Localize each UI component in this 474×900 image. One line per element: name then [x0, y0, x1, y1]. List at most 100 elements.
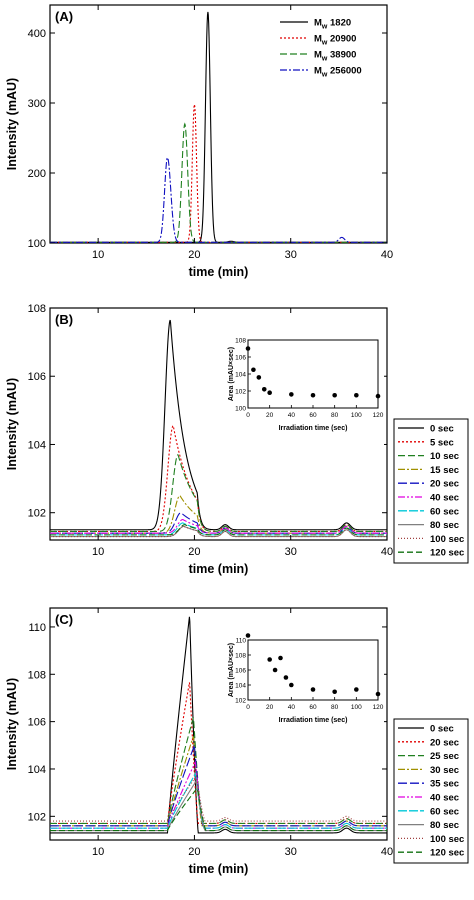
x-tick-label: 40: [381, 546, 393, 558]
legend-entry: 80 sec: [430, 820, 459, 831]
inset-data-point: [251, 367, 256, 373]
inset-data-point: [289, 392, 294, 397]
inset-x-tick-label: 60: [309, 704, 317, 711]
inset-data-point: [310, 392, 316, 398]
x-tick-label: 20: [188, 546, 200, 558]
series-line-0-sec: [50, 319, 387, 531]
inset-data-point: [332, 689, 337, 695]
inset-data-point: [354, 687, 359, 692]
y-tick-label: 106: [28, 717, 46, 729]
series-line-mw-38900: [50, 122, 387, 243]
legend: 0 sec 5 sec 10 sec 15 sec 20 sec 40 sec 60 sec…: [393, 418, 469, 564]
legend-entry: 30 sec: [430, 765, 459, 776]
legend-entry: Mw 38900: [314, 50, 356, 63]
x-tick-label: 30: [285, 249, 297, 261]
inset-x-tick-label: 120: [373, 412, 384, 419]
inset-data-point: [272, 667, 278, 673]
legend-entry: 15 sec: [430, 465, 459, 476]
legend: 0 sec 20 sec 25 sec 30 sec 35 sec 40 sec 60 se…: [393, 718, 469, 864]
x-axis-label: time (min): [189, 862, 249, 876]
series-line-25-sec: [50, 717, 387, 824]
legend-entry: 35 sec: [430, 779, 459, 790]
legend-entry: Mw 256000: [314, 66, 362, 79]
legend-entry: 120 sec: [430, 548, 464, 559]
legend-entry: 40 sec: [430, 793, 459, 804]
inset-chart: 0 20 40 60 80 100 120 100 102 104 106 108 Irradiatio…: [228, 334, 384, 448]
legend-entry: 0 sec: [430, 724, 454, 735]
inset-y-tick-label: 102: [235, 389, 246, 396]
legend-entry: 25 sec: [430, 751, 459, 762]
inset-x-tick-label: 40: [288, 412, 296, 419]
y-tick-label: 300: [28, 98, 46, 110]
legend-entry: 0 sec: [430, 424, 454, 435]
inset-x-tick-label: 40: [288, 704, 296, 711]
y-tick-label: 400: [28, 28, 46, 40]
inset-y-tick-label: 110: [236, 638, 247, 645]
legend-entry: 40 sec: [430, 493, 459, 504]
legend-entry: 60 sec: [430, 506, 459, 517]
panel-label: (B): [55, 312, 73, 327]
inset-data-point: [310, 687, 316, 692]
inset-y-axis-label: Area (mAU×sec): [228, 347, 235, 401]
y-axis-label: Intensity (mAU): [5, 78, 19, 170]
inset-x-tick-label: 100: [351, 704, 362, 711]
inset-x-tick-label: 120: [373, 704, 384, 711]
legend-entry: 20 sec: [430, 737, 459, 748]
x-tick-label: 10: [92, 249, 104, 261]
inset-x-tick-label: 0: [246, 704, 250, 711]
inset-data-point: [354, 392, 359, 398]
inset-x-tick-label: 100: [351, 412, 362, 419]
inset-x-tick-label: 20: [266, 412, 274, 419]
inset-x-axis-label: Irradiation time (sec): [279, 425, 348, 432]
inset-x-tick-label: 60: [309, 412, 317, 419]
x-tick-label: 30: [285, 546, 297, 558]
legend-entry: 20 sec: [430, 479, 459, 490]
inset-y-tick-label: 106: [235, 668, 246, 675]
inset-chart: 0 20 40 60 80 100 120 102 104 106 108 110 Irradiatio…: [228, 633, 384, 740]
series-line-mw-1820: [50, 11, 387, 243]
legend-entry: Mw 20900: [314, 34, 356, 47]
legend-box: [393, 718, 469, 864]
inset-y-tick-label: 108: [235, 338, 246, 345]
inset-y-tick-label: 104: [235, 683, 246, 690]
series-line-30-sec: [50, 736, 387, 827]
inset-data-point: [289, 682, 294, 688]
plot-frame: [49, 607, 388, 841]
x-tick-label: 40: [381, 249, 393, 261]
inset-data-point: [267, 390, 272, 396]
series-line-15-sec: [50, 495, 387, 534]
chart-panel-a: 10 20 30 40 100 200 300 400 time (min) Intensity …: [5, 4, 393, 279]
x-tick-label: 30: [285, 846, 297, 858]
y-axis-label: Intensity (mAU): [5, 378, 19, 470]
inset-data-point: [267, 657, 272, 662]
legend-entry: 5 sec: [430, 437, 454, 448]
series-line-10-sec: [50, 453, 387, 533]
legend-entry: 80 sec: [430, 520, 459, 531]
inset-y-tick-label: 106: [235, 355, 246, 362]
legend-entry: 60 sec: [430, 806, 459, 817]
inset-data-point: [256, 375, 262, 380]
series-line-100-sec: [50, 774, 387, 822]
series-line-40-sec: [50, 760, 387, 829]
inset-y-tick-label: 102: [235, 698, 246, 705]
y-axis-label: Intensity (mAU): [5, 678, 19, 770]
inset-x-tick-label: 80: [331, 704, 339, 711]
plot-frame: [49, 4, 388, 244]
series-line-0-sec: [50, 616, 387, 834]
inset-data-point: [278, 655, 283, 661]
legend-entry: 100 sec: [430, 534, 464, 545]
series-line-60-sec: [50, 772, 387, 829]
series-line-mw-256000: [50, 156, 387, 243]
inset-x-tick-label: 20: [266, 704, 274, 711]
x-tick-label: 10: [92, 546, 104, 558]
inset-x-tick-label: 80: [331, 412, 339, 419]
inset-data-point: [283, 675, 289, 680]
y-tick-label: 106: [28, 371, 46, 383]
inset-x-tick-label: 0: [246, 412, 250, 419]
y-tick-label: 102: [28, 508, 46, 520]
x-tick-label: 20: [188, 249, 200, 261]
legend-box: [393, 418, 469, 564]
x-tick-label: 10: [92, 846, 104, 858]
plot-frame: [49, 307, 388, 541]
